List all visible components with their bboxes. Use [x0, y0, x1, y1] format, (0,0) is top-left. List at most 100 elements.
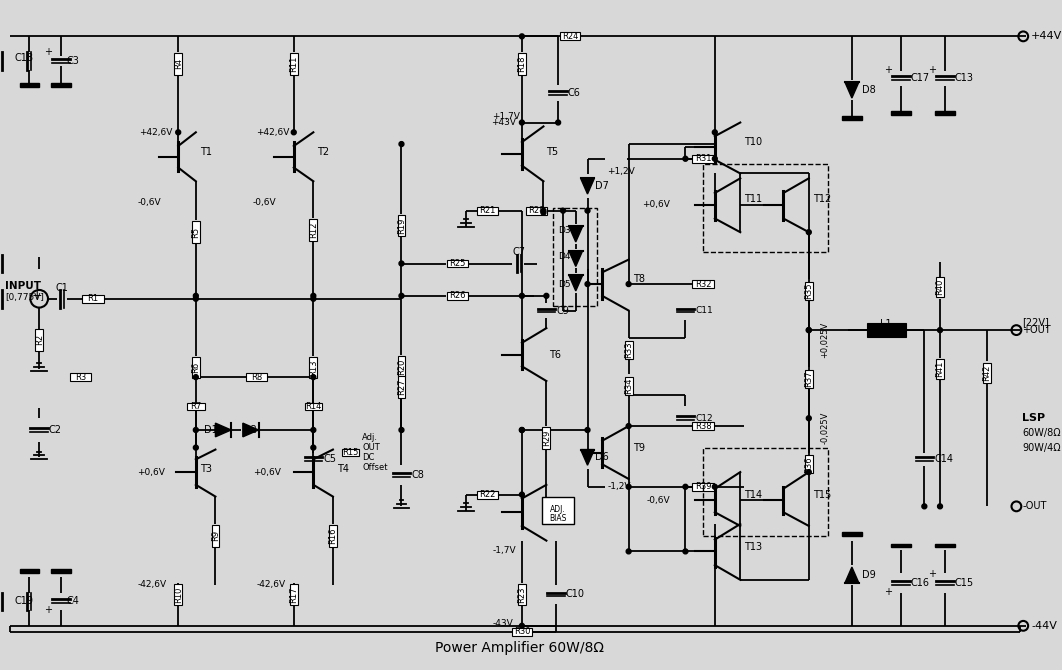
- Bar: [983, 363, 991, 383]
- Text: -42,6V: -42,6V: [137, 580, 167, 589]
- Text: +: +: [885, 64, 892, 74]
- Circle shape: [311, 375, 315, 379]
- Text: D9: D9: [861, 570, 875, 580]
- Text: -1,7V: -1,7V: [493, 546, 516, 555]
- Text: R42: R42: [982, 365, 992, 381]
- Text: R18: R18: [517, 56, 527, 72]
- Text: R10: R10: [174, 586, 183, 603]
- Text: R25: R25: [449, 259, 465, 268]
- Text: T9: T9: [633, 443, 645, 453]
- Text: +: +: [32, 289, 42, 302]
- Circle shape: [311, 296, 315, 302]
- Text: R4: R4: [174, 58, 183, 69]
- Bar: [891, 543, 910, 547]
- Text: Adj.: Adj.: [362, 433, 378, 442]
- Text: R2: R2: [35, 334, 44, 346]
- Text: T7: T7: [549, 507, 562, 517]
- Bar: [397, 356, 406, 377]
- Text: Power Amplifier 60W/8Ω: Power Amplifier 60W/8Ω: [435, 641, 604, 655]
- Circle shape: [519, 623, 525, 628]
- Text: R6: R6: [191, 362, 201, 373]
- Text: C3: C3: [67, 56, 80, 66]
- Bar: [446, 292, 468, 299]
- Circle shape: [399, 261, 404, 266]
- Text: T2: T2: [318, 147, 329, 157]
- Bar: [245, 373, 268, 381]
- Circle shape: [683, 156, 688, 161]
- Bar: [342, 449, 359, 456]
- Text: LSP: LSP: [1023, 413, 1045, 423]
- Circle shape: [938, 504, 942, 509]
- Text: L1: L1: [880, 320, 892, 330]
- Text: R31: R31: [695, 154, 712, 163]
- Text: D1: D1: [204, 425, 218, 435]
- Text: R39: R39: [695, 482, 712, 491]
- Bar: [174, 584, 182, 605]
- Bar: [703, 163, 828, 252]
- Text: +1,2V: +1,2V: [607, 167, 635, 176]
- Circle shape: [806, 416, 811, 421]
- Bar: [692, 483, 714, 490]
- Text: +0,6V: +0,6V: [641, 200, 670, 209]
- Bar: [69, 373, 91, 381]
- Circle shape: [291, 130, 296, 135]
- Bar: [211, 525, 220, 547]
- Text: C15: C15: [955, 578, 974, 588]
- Polygon shape: [845, 82, 859, 98]
- Bar: [891, 111, 910, 115]
- Text: 60W/8Ω: 60W/8Ω: [1023, 428, 1061, 438]
- Text: R14: R14: [305, 402, 322, 411]
- Bar: [35, 329, 44, 350]
- Bar: [842, 116, 861, 119]
- Bar: [174, 53, 182, 74]
- Text: R29: R29: [542, 429, 551, 446]
- Bar: [51, 83, 70, 87]
- Text: C11: C11: [696, 306, 713, 315]
- Text: R12: R12: [309, 222, 318, 239]
- Text: -OUT: -OUT: [1023, 501, 1047, 511]
- Bar: [518, 584, 526, 605]
- Text: INPUT: INPUT: [5, 281, 41, 291]
- Circle shape: [519, 427, 525, 432]
- Text: D8: D8: [861, 85, 875, 95]
- Text: +0,6V: +0,6V: [137, 468, 165, 476]
- Text: R17: R17: [289, 586, 298, 603]
- Text: +: +: [928, 569, 937, 579]
- Text: R27: R27: [397, 379, 406, 395]
- Text: R36: R36: [804, 456, 813, 472]
- Text: R22: R22: [479, 490, 496, 499]
- Circle shape: [627, 423, 631, 429]
- Text: T4: T4: [337, 464, 348, 474]
- Bar: [805, 371, 812, 388]
- Bar: [805, 282, 812, 299]
- Text: R23: R23: [517, 586, 527, 603]
- Text: D7: D7: [596, 181, 610, 191]
- Bar: [51, 569, 70, 573]
- Polygon shape: [569, 251, 583, 267]
- Text: DC: DC: [362, 453, 375, 462]
- Bar: [692, 155, 714, 163]
- Circle shape: [176, 130, 181, 135]
- Text: R41: R41: [936, 361, 944, 377]
- Circle shape: [399, 427, 404, 432]
- Text: +0,6V: +0,6V: [253, 468, 280, 476]
- Bar: [560, 32, 580, 40]
- Text: R11: R11: [289, 56, 298, 72]
- Circle shape: [806, 328, 811, 332]
- Circle shape: [399, 293, 404, 298]
- Bar: [842, 532, 861, 536]
- Text: D6: D6: [596, 452, 610, 462]
- Bar: [192, 356, 200, 378]
- Text: D2: D2: [243, 425, 257, 435]
- Text: T5: T5: [546, 147, 559, 157]
- Bar: [518, 53, 526, 74]
- Circle shape: [683, 484, 688, 489]
- Text: D4: D4: [559, 252, 570, 261]
- Circle shape: [806, 328, 811, 332]
- Bar: [512, 628, 532, 636]
- Circle shape: [585, 427, 590, 432]
- Text: R7: R7: [190, 402, 202, 411]
- Bar: [477, 490, 498, 498]
- Circle shape: [806, 470, 811, 474]
- Circle shape: [541, 210, 546, 215]
